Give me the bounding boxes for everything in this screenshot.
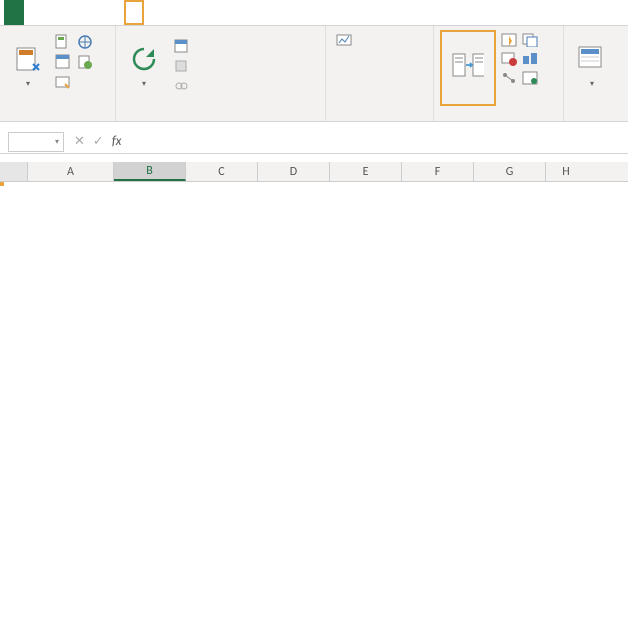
ribbon: ▾ ▾ <box>0 26 628 122</box>
col-header-G[interactable]: G <box>474 162 546 181</box>
tab-page-layout[interactable] <box>84 0 104 25</box>
col-header-E[interactable]: E <box>330 162 402 181</box>
tab-view[interactable] <box>164 0 184 25</box>
selection-highlight <box>0 182 4 186</box>
get-data-button[interactable]: ▾ <box>6 30 50 102</box>
properties-icon <box>174 59 188 73</box>
col-header-D[interactable]: D <box>258 162 330 181</box>
data-analysis-button[interactable] <box>332 32 360 50</box>
refresh-all-button[interactable]: ▾ <box>122 30 166 102</box>
flash-fill-icon[interactable] <box>500 32 518 48</box>
outline-icon <box>576 43 608 75</box>
chevron-down-icon: ▾ <box>590 79 594 89</box>
formula-bar-row: ▾ ✕ ✓ fx <box>0 130 628 154</box>
group-analysis <box>326 26 434 121</box>
group-label-queries <box>116 116 325 121</box>
name-box[interactable]: ▾ <box>8 132 64 152</box>
text-to-columns-icon <box>452 51 484 83</box>
col-header-B[interactable]: B <box>114 162 186 181</box>
select-all-corner[interactable] <box>0 162 28 181</box>
recent-sources-icon[interactable] <box>76 54 94 70</box>
refresh-icon <box>128 43 160 75</box>
text-to-columns-button[interactable] <box>440 30 496 106</box>
col-header-H[interactable]: H <box>546 162 586 181</box>
from-table-icon[interactable] <box>54 54 72 70</box>
data-tools-icons <box>500 30 556 86</box>
group-label-outline <box>564 103 624 121</box>
chevron-down-icon: ▾ <box>55 137 59 147</box>
outline-button[interactable]: ▾ <box>570 30 614 102</box>
tab-home[interactable] <box>24 0 44 25</box>
chevron-down-icon: ▾ <box>142 79 146 89</box>
col-header-F[interactable]: F <box>402 162 474 181</box>
validation-icon[interactable] <box>500 51 518 67</box>
enter-icon[interactable]: ✓ <box>93 134 104 149</box>
queries-connections-button[interactable] <box>170 37 196 55</box>
col-header-A[interactable]: A <box>28 162 114 181</box>
get-data-icon <box>12 43 44 75</box>
consolidate-icon[interactable] <box>521 51 539 67</box>
tab-file[interactable] <box>4 0 24 25</box>
fx-icon[interactable]: fx <box>112 134 122 149</box>
group-data-tools <box>434 26 564 121</box>
queries-icon <box>174 39 188 53</box>
from-text-icon[interactable] <box>54 34 72 50</box>
chevron-down-icon: ▾ <box>26 79 30 89</box>
group-label-data-tools <box>434 116 563 121</box>
fx-controls: ✕ ✓ fx <box>68 134 127 149</box>
from-web-icon[interactable] <box>76 34 94 50</box>
existing-conn-icon[interactable] <box>54 74 72 90</box>
remove-dup-icon[interactable] <box>521 32 539 48</box>
column-headers: A B C D E F G H <box>0 162 628 182</box>
col-header-C[interactable]: C <box>186 162 258 181</box>
links-icon <box>174 79 188 93</box>
tab-draw[interactable] <box>64 0 84 25</box>
properties-button[interactable] <box>170 57 196 75</box>
get-data-small-icons <box>54 30 98 90</box>
tab-developer[interactable] <box>184 0 204 25</box>
group-queries: ▾ <box>116 26 326 121</box>
tab-data[interactable] <box>124 0 144 25</box>
group-outline: ▾ <box>564 26 624 121</box>
tab-insert[interactable] <box>44 0 64 25</box>
cancel-icon[interactable]: ✕ <box>74 134 85 149</box>
group-get-transform: ▾ <box>0 26 116 121</box>
group-label-get-transform <box>0 116 115 121</box>
group-label-analysis <box>326 116 433 121</box>
edit-links-button[interactable] <box>170 77 196 95</box>
analysis-icon <box>336 34 352 48</box>
ribbon-tabs <box>0 0 628 26</box>
tab-review[interactable] <box>144 0 164 25</box>
tab-formulas[interactable] <box>104 0 124 25</box>
spreadsheet-grid: A B C D E F G H <box>0 162 628 182</box>
relationships-icon[interactable] <box>500 70 518 86</box>
manage-model-icon[interactable] <box>521 70 539 86</box>
